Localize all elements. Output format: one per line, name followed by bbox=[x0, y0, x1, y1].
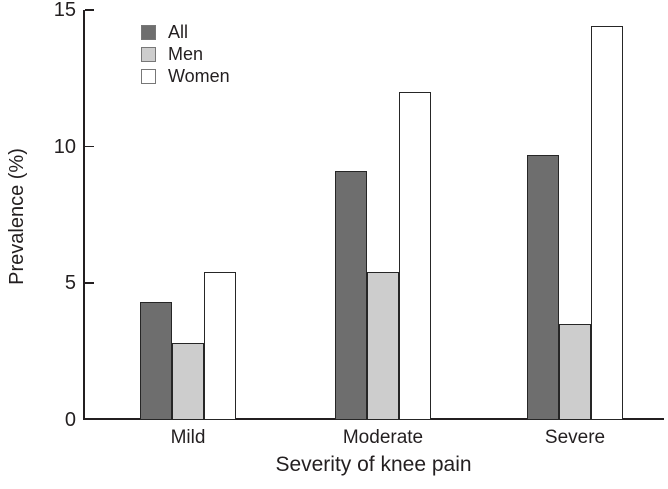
legend-label-women: Women bbox=[168, 66, 230, 86]
x-tick-label-mild: Mild bbox=[170, 427, 206, 448]
legend-row-men: Men bbox=[141, 44, 230, 64]
y-tick-label-5: 5 bbox=[64, 272, 76, 295]
y-tick-label-10: 10 bbox=[53, 135, 76, 158]
bar-moderate-all bbox=[335, 171, 367, 420]
x-tick-label-severe: Severe bbox=[544, 427, 606, 448]
y-tick-mark-10 bbox=[85, 145, 94, 148]
bar-mild-all bbox=[140, 302, 172, 420]
y-axis-title-container: Prevalence (%) bbox=[2, 0, 32, 432]
y-tick-mark-5 bbox=[85, 282, 94, 285]
legend: All Men Women bbox=[141, 22, 230, 90]
bar-severe-men bbox=[559, 324, 591, 420]
legend-swatch-all bbox=[141, 25, 156, 40]
legend-label-men: Men bbox=[168, 44, 204, 64]
x-tick-label-moderate: Moderate bbox=[342, 427, 424, 448]
bar-mild-women bbox=[204, 272, 236, 420]
legend-label-all: All bbox=[168, 22, 189, 42]
legend-row-all: All bbox=[141, 22, 230, 42]
x-axis-title: Severity of knee pain bbox=[275, 453, 472, 476]
bar-moderate-women bbox=[399, 92, 431, 420]
y-tick-label-15: 15 bbox=[53, 0, 76, 21]
y-tick-label-0: 0 bbox=[64, 409, 76, 431]
bar-mild-men bbox=[172, 343, 204, 420]
y-axis-title: Prevalence (%) bbox=[5, 147, 28, 285]
legend-row-women: Women bbox=[141, 66, 230, 86]
bar-moderate-men bbox=[367, 272, 399, 420]
legend-swatch-men bbox=[141, 47, 156, 62]
y-tick-mark-15 bbox=[85, 9, 94, 11]
legend-swatch-women bbox=[141, 69, 156, 84]
bar-severe-women bbox=[591, 26, 623, 420]
bar-severe-all bbox=[527, 154, 559, 420]
